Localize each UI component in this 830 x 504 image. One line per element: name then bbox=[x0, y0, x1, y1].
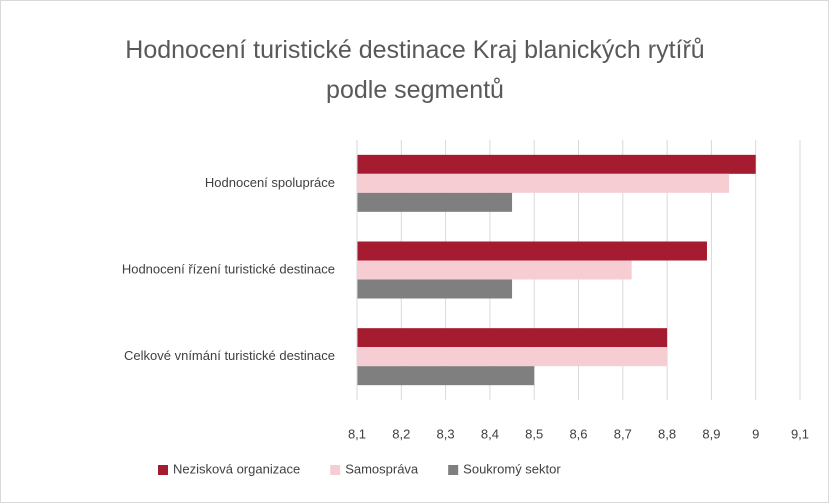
legend-label: Nezisková organizace bbox=[173, 461, 300, 476]
x-tick-label: 9,1 bbox=[791, 426, 809, 441]
y-tick-label: Hodnocení spolupráce bbox=[205, 175, 335, 190]
y-tick-label: Hodnocení řízení turistické destinace bbox=[122, 261, 335, 276]
x-tick-label: 8,8 bbox=[658, 426, 676, 441]
x-tick-label: 9 bbox=[752, 426, 759, 441]
x-tick-label: 8,5 bbox=[525, 426, 543, 441]
bar bbox=[357, 241, 707, 261]
bar bbox=[357, 328, 668, 348]
bar bbox=[357, 366, 535, 386]
legend-label: Soukromý sektor bbox=[463, 461, 561, 476]
x-tick-label: 8,4 bbox=[481, 426, 499, 441]
bar bbox=[357, 173, 730, 193]
bar bbox=[357, 279, 513, 299]
x-tick-label: 8,6 bbox=[569, 426, 587, 441]
x-tick-label: 8,7 bbox=[614, 426, 632, 441]
y-tick-label: Celkové vnímání turistické destinace bbox=[124, 348, 335, 363]
x-tick-label: 8,1 bbox=[348, 426, 366, 441]
x-tick-label: 8,9 bbox=[702, 426, 720, 441]
chart-title: Hodnocení turistické destinace Kraj blan… bbox=[125, 36, 705, 104]
x-tick-label: 8,2 bbox=[392, 426, 410, 441]
legend-swatch bbox=[448, 465, 459, 475]
x-tick-label: 8,3 bbox=[437, 426, 455, 441]
bar bbox=[357, 192, 513, 212]
bar bbox=[357, 347, 668, 367]
legend-swatch bbox=[158, 465, 168, 475]
bar bbox=[357, 260, 632, 280]
legend-label: Samospráva bbox=[345, 461, 419, 476]
legend-swatch bbox=[330, 465, 341, 475]
bar bbox=[357, 154, 756, 174]
